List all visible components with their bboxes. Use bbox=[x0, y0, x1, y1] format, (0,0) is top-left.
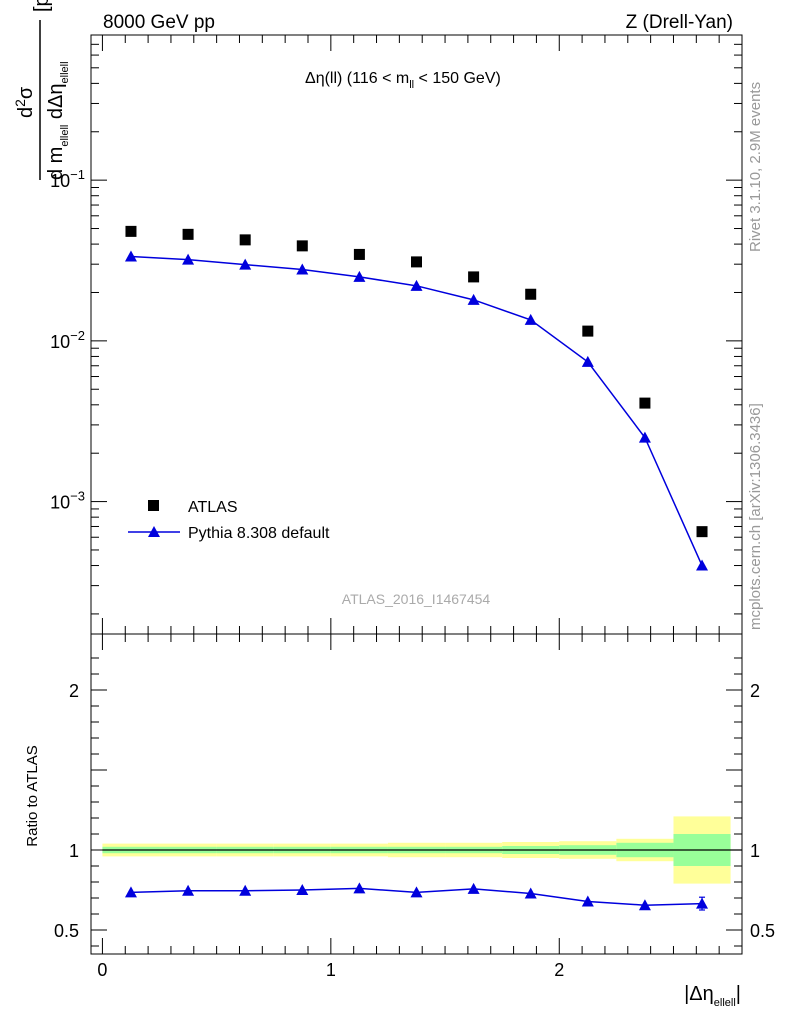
ylabel-unit: [pb/GeV] bbox=[31, 0, 53, 12]
ratio-panel-frame bbox=[90, 633, 743, 955]
axes-ticks: 10−1 10−2 10−3 0 1 2 2 2 1 1 0.5 0.5 bbox=[50, 34, 775, 980]
pythia-data-point bbox=[124, 250, 137, 262]
ylabel-numerator: d2σ bbox=[12, 86, 37, 118]
legend-pythia-label: Pythia 8.308 default bbox=[188, 525, 330, 542]
ratio-data-point bbox=[410, 886, 423, 898]
main-y-tick-label: 10−3 bbox=[50, 489, 85, 513]
xlabel-main: |Δη bbox=[684, 983, 714, 1005]
energy-label: 8000 GeV pp bbox=[103, 12, 215, 33]
ratio-data-point bbox=[182, 884, 195, 896]
ratio-data-point bbox=[524, 887, 537, 899]
pythia-data-point bbox=[467, 293, 480, 305]
ylabel-denominator: d mellell dΔηellell bbox=[45, 61, 71, 180]
ratio-y-tick-label: 2 bbox=[69, 681, 79, 701]
xlabel-tail: | bbox=[736, 983, 741, 1005]
ratio-y-tick-label: 0.5 bbox=[54, 921, 79, 941]
xlabel-sub: ellell bbox=[714, 997, 736, 1009]
title-sub: ll bbox=[409, 79, 414, 91]
ratio-y-tick-label-right: 2 bbox=[750, 681, 760, 701]
atlas-data-point bbox=[468, 271, 480, 283]
pythia-data-point bbox=[524, 313, 537, 325]
analysis-id-label: ATLAS_2016_I1467454 bbox=[342, 591, 491, 607]
title-tail: < 150 GeV) bbox=[414, 70, 501, 87]
atlas-data-point bbox=[296, 240, 308, 252]
ratio-data-point bbox=[296, 884, 309, 895]
ratio-data-point bbox=[638, 899, 651, 911]
ratio-data-point bbox=[124, 886, 137, 898]
atlas-data-point bbox=[353, 248, 365, 260]
main-series-layer bbox=[124, 225, 709, 571]
ylabel-num-sup: 2 bbox=[12, 99, 28, 107]
legend: ATLAS Pythia 8.308 default bbox=[128, 499, 330, 542]
pythia-data-point bbox=[182, 253, 195, 265]
rivet-version-label: Rivet 3.1.10, 2.9M events bbox=[747, 82, 764, 252]
atlas-data-point bbox=[182, 228, 194, 240]
atlas-data-point bbox=[639, 397, 651, 409]
process-label: Z (Drell-Yan) bbox=[626, 12, 733, 33]
mcplots-label: mcplots.cern.ch [arXiv:1306.3436] bbox=[747, 403, 764, 630]
atlas-data-point bbox=[125, 225, 137, 237]
ratio-series-layer bbox=[124, 882, 709, 911]
ratio-uncertainty-bands bbox=[102, 816, 742, 884]
pythia-data-point bbox=[296, 263, 309, 275]
ylabel-den-d2: dΔη bbox=[45, 83, 67, 124]
main-y-axis-label: d2σ d mellell dΔηellell [pb/GeV] bbox=[12, 0, 71, 180]
pythia-line bbox=[130, 255, 703, 566]
x-tick-label: 1 bbox=[326, 960, 336, 980]
legend-atlas-marker bbox=[148, 500, 159, 511]
atlas-data-point bbox=[525, 288, 537, 300]
main-y-tick-label: 10−1 bbox=[50, 167, 85, 191]
ratio-data-point bbox=[353, 882, 366, 894]
atlas-data-point bbox=[582, 325, 594, 337]
atlas-data-point bbox=[239, 234, 251, 246]
atlas-data-point bbox=[696, 526, 708, 538]
ylabel-num-sigma: σ bbox=[15, 86, 37, 99]
x-tick-label: 0 bbox=[97, 960, 107, 980]
ylabel-den-sub2: ellell bbox=[59, 61, 71, 83]
pythia-data-point bbox=[353, 270, 366, 282]
ratio-data-point bbox=[581, 895, 594, 907]
ratio-data-point bbox=[696, 897, 709, 909]
legend-atlas-label: ATLAS bbox=[188, 499, 238, 516]
pythia-data-point bbox=[638, 431, 651, 443]
main-plot-title: Δη(ll) (116 < mll < 150 GeV) bbox=[305, 70, 501, 91]
ratio-data-point bbox=[239, 884, 252, 896]
ratio-y-tick-label-right: 1 bbox=[750, 841, 760, 861]
title-main: Δη(ll) (116 < m bbox=[305, 70, 409, 87]
pythia-data-point bbox=[410, 279, 423, 291]
ratio-data-point bbox=[467, 882, 480, 894]
pythia-data-point bbox=[239, 258, 252, 270]
x-tick-label: 2 bbox=[554, 960, 564, 980]
ratio-y-axis-label: Ratio to ATLAS bbox=[24, 745, 41, 846]
ylabel-den-d1: d m bbox=[45, 147, 67, 180]
main-panel-frame bbox=[90, 34, 743, 635]
ylabel-num-d: d bbox=[15, 107, 37, 118]
x-axis-label: |Δηellell| bbox=[684, 983, 741, 1009]
main-y-tick-label: 10−2 bbox=[50, 328, 85, 352]
pythia-data-point bbox=[581, 355, 594, 367]
pythia-data-point bbox=[696, 559, 709, 571]
ylabel-den-sub1: ellell bbox=[59, 125, 71, 147]
atlas-data-point bbox=[411, 256, 422, 268]
ratio-y-tick-label: 1 bbox=[69, 841, 79, 861]
ratio-y-tick-label-right: 0.5 bbox=[750, 921, 775, 941]
legend-pythia-marker bbox=[148, 526, 160, 537]
